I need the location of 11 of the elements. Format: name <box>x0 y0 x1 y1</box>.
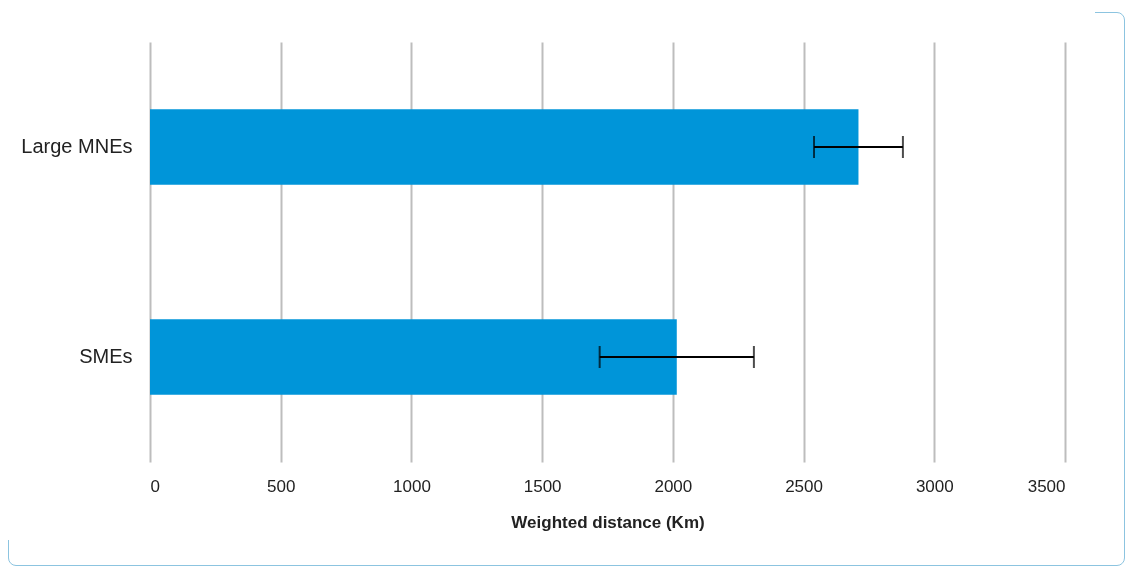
x-tick-label: 1500 <box>523 476 562 496</box>
x-tick-label: 0 <box>150 476 160 496</box>
x-tick-label: 3500 <box>1027 476 1066 496</box>
x-tick-label: 3000 <box>915 476 954 496</box>
x-tick-label: 2000 <box>654 476 693 496</box>
x-tick-label: 500 <box>267 476 296 496</box>
x-tick-label: 2500 <box>785 476 823 496</box>
y-tick-label: SMEs <box>79 345 133 367</box>
y-tick-label: Large MNEs <box>21 135 133 157</box>
x-axis-title: Weighted distance (Km) <box>511 512 705 532</box>
x-tick-label: 1000 <box>393 476 431 496</box>
